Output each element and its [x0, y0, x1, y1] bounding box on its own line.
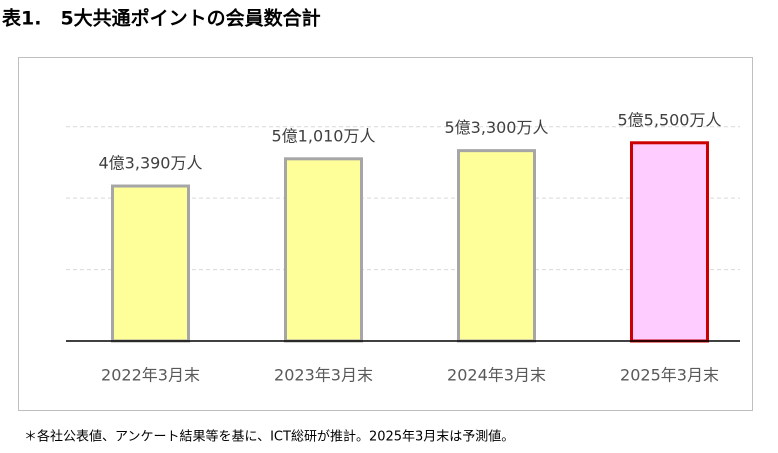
x-tick-label: 2024年3月末 [447, 366, 546, 385]
chart-note: ＊各社公表値、アンケート結果等を基に、ICT総研が推計。2025年3月末は予測値… [24, 429, 514, 445]
chart-title: 表1. 5大共通ポイントの会員数合計 [2, 7, 321, 30]
bar [111, 184, 190, 343]
bar [630, 141, 709, 343]
x-tick-label: 2025年3月末 [620, 366, 719, 385]
value-label: 5億1,010万人 [272, 126, 376, 145]
value-label: 4億3,390万人 [99, 154, 203, 173]
bar [457, 149, 536, 343]
x-tick-label: 2023年3月末 [274, 366, 373, 385]
x-tick-label: 2022年3月末 [101, 366, 200, 385]
value-label: 5億5,500万人 [618, 110, 722, 129]
bar [284, 157, 363, 343]
value-label: 5億3,300万人 [445, 118, 549, 137]
